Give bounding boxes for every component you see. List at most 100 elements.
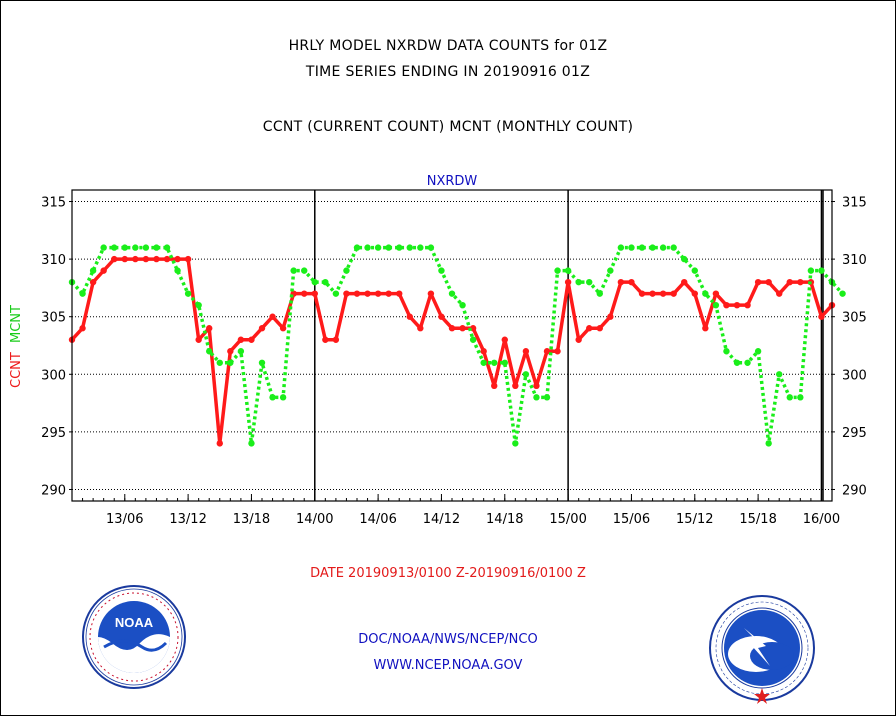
point-ccnt bbox=[248, 336, 255, 343]
y-tick-label-left-310: 310 bbox=[41, 253, 66, 268]
point-ccnt bbox=[786, 278, 793, 286]
point-ccnt bbox=[269, 313, 276, 320]
point-mcnt bbox=[512, 440, 519, 447]
point-mcnt bbox=[121, 244, 128, 251]
point-ccnt bbox=[448, 325, 456, 332]
x-tick-label-15-12: 15/12 bbox=[676, 512, 713, 527]
point-mcnt bbox=[364, 244, 371, 251]
noaa-logo: NOAA bbox=[82, 585, 186, 689]
point-ccnt bbox=[258, 325, 266, 332]
point-ccnt bbox=[142, 255, 150, 263]
point-ccnt bbox=[184, 255, 192, 263]
point-mcnt bbox=[374, 244, 382, 251]
point-ccnt bbox=[79, 325, 86, 332]
point-ccnt bbox=[374, 290, 382, 297]
point-mcnt bbox=[575, 278, 582, 286]
point-ccnt bbox=[279, 325, 287, 332]
y-tick-label-right-315: 315 bbox=[842, 196, 867, 211]
x-tick-label-13-18: 13/18 bbox=[233, 512, 270, 527]
date-range-label: DATE 20190913/0100 Z-20190916/0100 Z bbox=[310, 566, 586, 581]
point-mcnt bbox=[438, 267, 445, 274]
point-mcnt bbox=[227, 359, 234, 366]
point-mcnt bbox=[754, 348, 762, 355]
chart-title-line-2: TIME SERIES ENDING IN 20190916 01Z bbox=[305, 64, 591, 80]
point-mcnt bbox=[659, 244, 667, 251]
point-ccnt bbox=[132, 255, 139, 263]
chart-title-line-1: HRLY MODEL NXRDW DATA COUNTS for 01Z bbox=[288, 38, 608, 54]
point-mcnt bbox=[733, 359, 741, 366]
x-tick-label-13-12: 13/12 bbox=[169, 512, 206, 527]
point-ccnt bbox=[396, 290, 403, 297]
point-ccnt bbox=[121, 255, 128, 263]
point-ccnt bbox=[206, 325, 213, 332]
point-ccnt bbox=[163, 255, 171, 263]
point-ccnt bbox=[712, 290, 720, 297]
point-mcnt bbox=[670, 244, 677, 251]
point-ccnt bbox=[216, 440, 223, 447]
point-mcnt bbox=[522, 371, 530, 378]
point-mcnt bbox=[385, 244, 392, 251]
plot-border bbox=[71, 189, 833, 502]
x-tick-label-14-00: 14/00 bbox=[296, 512, 333, 527]
y-tick-label-right-295: 295 bbox=[842, 426, 867, 441]
point-mcnt bbox=[586, 278, 593, 286]
x-tick-label-15-06: 15/06 bbox=[613, 512, 650, 527]
point-mcnt bbox=[723, 348, 730, 355]
agency-path-label: DOC/NOAA/NWS/NCEP/NCO bbox=[358, 632, 538, 647]
point-ccnt bbox=[681, 278, 688, 286]
point-mcnt bbox=[564, 267, 572, 274]
series-layer bbox=[68, 244, 846, 447]
point-ccnt bbox=[227, 348, 234, 355]
point-mcnt bbox=[480, 359, 487, 366]
x-tick-label-14-18: 14/18 bbox=[486, 512, 523, 527]
x-tick-label-14-12: 14/12 bbox=[423, 512, 460, 527]
point-mcnt bbox=[279, 394, 287, 401]
point-ccnt bbox=[364, 290, 371, 297]
x-tick-label-16-00: 16/00 bbox=[803, 512, 840, 527]
point-ccnt bbox=[670, 290, 677, 297]
point-mcnt bbox=[533, 394, 540, 401]
point-ccnt bbox=[480, 348, 487, 355]
point-mcnt bbox=[237, 348, 245, 355]
series-line-ccnt bbox=[70, 257, 834, 446]
point-ccnt bbox=[100, 267, 107, 274]
point-mcnt bbox=[839, 290, 846, 297]
point-ccnt bbox=[754, 278, 762, 286]
point-ccnt bbox=[691, 290, 698, 297]
y-axis-label-mcnt: MCNT bbox=[9, 305, 24, 343]
point-mcnt bbox=[807, 267, 815, 274]
point-mcnt bbox=[596, 290, 603, 297]
point-ccnt bbox=[818, 313, 825, 320]
point-ccnt bbox=[575, 336, 582, 343]
x-tick-label-14-06: 14/06 bbox=[359, 512, 396, 527]
y-tick-label-left-295: 295 bbox=[41, 426, 66, 441]
y-axis-label-ccnt: CCNT bbox=[9, 352, 24, 388]
point-mcnt bbox=[322, 278, 329, 286]
point-ccnt bbox=[427, 290, 435, 297]
point-ccnt bbox=[343, 290, 350, 297]
y-tick-label-right-305: 305 bbox=[842, 311, 867, 326]
point-mcnt bbox=[765, 440, 772, 447]
y-tick-label-left-305: 305 bbox=[41, 311, 66, 326]
point-ccnt bbox=[533, 382, 540, 390]
point-ccnt bbox=[723, 301, 730, 309]
point-ccnt bbox=[776, 290, 783, 297]
point-mcnt bbox=[174, 267, 181, 274]
x-tick-label-15-00: 15/00 bbox=[549, 512, 586, 527]
grid-layer bbox=[72, 190, 832, 501]
point-ccnt bbox=[733, 301, 741, 309]
point-ccnt bbox=[543, 348, 551, 355]
point-mcnt bbox=[638, 244, 646, 251]
point-ccnt bbox=[765, 278, 772, 286]
point-mcnt bbox=[132, 244, 139, 251]
point-ccnt bbox=[301, 290, 308, 297]
website-link[interactable]: WWW.NCEP.NOAA.GOV bbox=[373, 658, 523, 673]
point-mcnt bbox=[100, 244, 107, 251]
point-mcnt bbox=[111, 244, 118, 251]
point-ccnt bbox=[459, 325, 466, 332]
point-mcnt bbox=[396, 244, 403, 251]
point-ccnt bbox=[554, 348, 561, 355]
y-tick-label-right-300: 300 bbox=[842, 368, 867, 383]
point-ccnt bbox=[702, 325, 709, 332]
point-mcnt bbox=[142, 244, 150, 251]
